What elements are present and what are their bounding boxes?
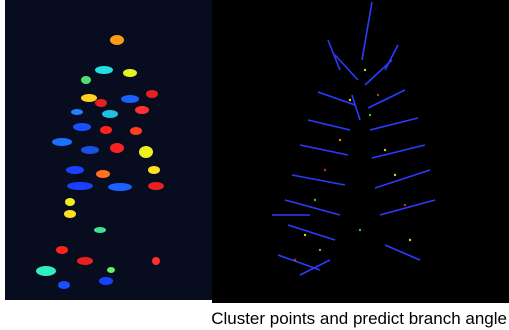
cluster xyxy=(135,106,149,114)
point xyxy=(394,174,396,176)
point xyxy=(364,69,366,71)
point xyxy=(304,234,306,236)
cluster xyxy=(81,146,99,154)
cluster xyxy=(81,76,91,84)
cluster xyxy=(73,123,91,131)
figure: Cluster points and predict branch angle xyxy=(0,0,509,330)
point xyxy=(314,199,316,201)
cluster xyxy=(123,69,137,77)
cluster xyxy=(95,66,113,74)
caption: Cluster points and predict branch angle xyxy=(211,309,507,328)
point xyxy=(359,229,361,231)
cluster xyxy=(81,94,97,102)
cluster xyxy=(100,126,112,134)
cluster xyxy=(148,166,160,174)
cluster xyxy=(102,110,118,118)
point xyxy=(349,99,351,101)
cluster xyxy=(152,257,160,265)
cluster xyxy=(148,182,164,190)
cluster xyxy=(107,267,115,273)
point xyxy=(319,249,321,251)
cluster xyxy=(96,170,110,178)
cluster xyxy=(94,227,106,233)
cluster xyxy=(56,246,68,254)
page: Cluster points and predict branch angle … xyxy=(0,0,509,330)
cluster xyxy=(95,99,107,107)
cluster xyxy=(146,90,158,98)
cluster xyxy=(139,146,153,158)
left-panel xyxy=(5,0,212,300)
cluster xyxy=(77,257,93,265)
cluster xyxy=(65,198,75,206)
cluster xyxy=(67,182,93,190)
cluster xyxy=(64,210,76,218)
cluster xyxy=(110,35,124,45)
point xyxy=(294,259,296,261)
point xyxy=(339,139,341,141)
cluster xyxy=(110,143,124,153)
cluster xyxy=(99,277,113,285)
point xyxy=(384,149,386,151)
cluster xyxy=(121,95,139,103)
cluster xyxy=(58,281,70,289)
right-panel xyxy=(212,0,509,303)
cluster xyxy=(108,183,132,191)
point xyxy=(377,94,379,96)
cluster xyxy=(52,138,72,146)
cluster xyxy=(71,109,83,115)
point xyxy=(409,239,411,241)
point xyxy=(324,169,326,171)
point xyxy=(369,114,371,116)
point xyxy=(404,204,406,206)
cluster xyxy=(36,266,56,276)
cluster xyxy=(130,127,142,135)
cluster xyxy=(66,166,84,174)
